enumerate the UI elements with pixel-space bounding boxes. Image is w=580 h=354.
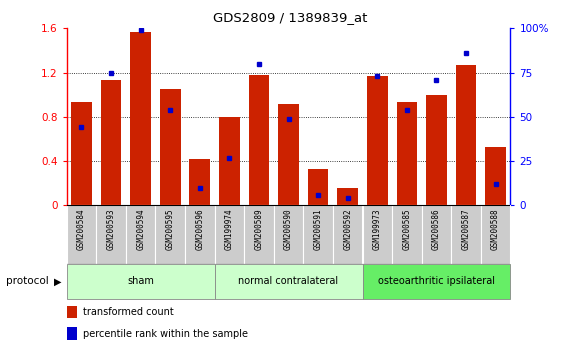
Bar xyxy=(190,159,210,205)
Text: GSM200585: GSM200585 xyxy=(403,208,411,250)
Text: sham: sham xyxy=(127,276,154,286)
Text: GSM199973: GSM199973 xyxy=(373,208,382,250)
Text: osteoarthritic ipsilateral: osteoarthritic ipsilateral xyxy=(378,276,495,286)
Bar xyxy=(71,102,92,205)
Text: GSM200588: GSM200588 xyxy=(491,208,500,250)
Bar xyxy=(215,264,362,299)
Bar xyxy=(397,102,417,205)
Bar xyxy=(244,205,274,264)
Text: GSM200587: GSM200587 xyxy=(462,208,470,250)
Bar xyxy=(362,205,392,264)
Bar xyxy=(278,104,299,205)
Text: GSM200594: GSM200594 xyxy=(136,208,145,250)
Text: GSM200591: GSM200591 xyxy=(314,208,322,250)
Bar xyxy=(338,188,358,205)
Bar xyxy=(101,80,121,205)
Bar xyxy=(215,205,244,264)
Text: GSM200595: GSM200595 xyxy=(166,208,175,250)
Text: GSM200592: GSM200592 xyxy=(343,208,352,250)
Text: GDS2809 / 1389839_at: GDS2809 / 1389839_at xyxy=(213,11,367,24)
Text: GSM200589: GSM200589 xyxy=(255,208,263,250)
Bar xyxy=(67,205,96,264)
Bar xyxy=(249,75,269,205)
Bar xyxy=(185,205,215,264)
Text: GSM200590: GSM200590 xyxy=(284,208,293,250)
Bar xyxy=(485,147,506,205)
Text: ▶: ▶ xyxy=(54,276,61,286)
Bar xyxy=(422,205,451,264)
Bar xyxy=(426,95,447,205)
Bar xyxy=(392,205,422,264)
Bar xyxy=(155,205,185,264)
Text: percentile rank within the sample: percentile rank within the sample xyxy=(83,329,248,338)
Bar xyxy=(67,306,77,318)
Bar xyxy=(219,117,240,205)
Text: GSM200584: GSM200584 xyxy=(77,208,86,250)
Bar xyxy=(333,205,362,264)
Bar xyxy=(451,205,481,264)
Bar xyxy=(96,205,126,264)
Bar xyxy=(362,264,510,299)
Text: GSM199974: GSM199974 xyxy=(225,208,234,250)
Text: normal contralateral: normal contralateral xyxy=(238,276,339,286)
Bar xyxy=(126,205,155,264)
Text: transformed count: transformed count xyxy=(83,307,173,317)
Text: GSM200586: GSM200586 xyxy=(432,208,441,250)
Bar xyxy=(303,205,333,264)
Bar xyxy=(67,264,215,299)
Text: protocol: protocol xyxy=(6,276,49,286)
Bar xyxy=(367,76,387,205)
Text: GSM200596: GSM200596 xyxy=(195,208,204,250)
Bar xyxy=(274,205,303,264)
Bar xyxy=(308,169,328,205)
Bar xyxy=(67,327,77,340)
Bar xyxy=(160,89,180,205)
Bar xyxy=(456,65,476,205)
Bar xyxy=(130,32,151,205)
Bar xyxy=(481,205,510,264)
Text: GSM200593: GSM200593 xyxy=(107,208,115,250)
